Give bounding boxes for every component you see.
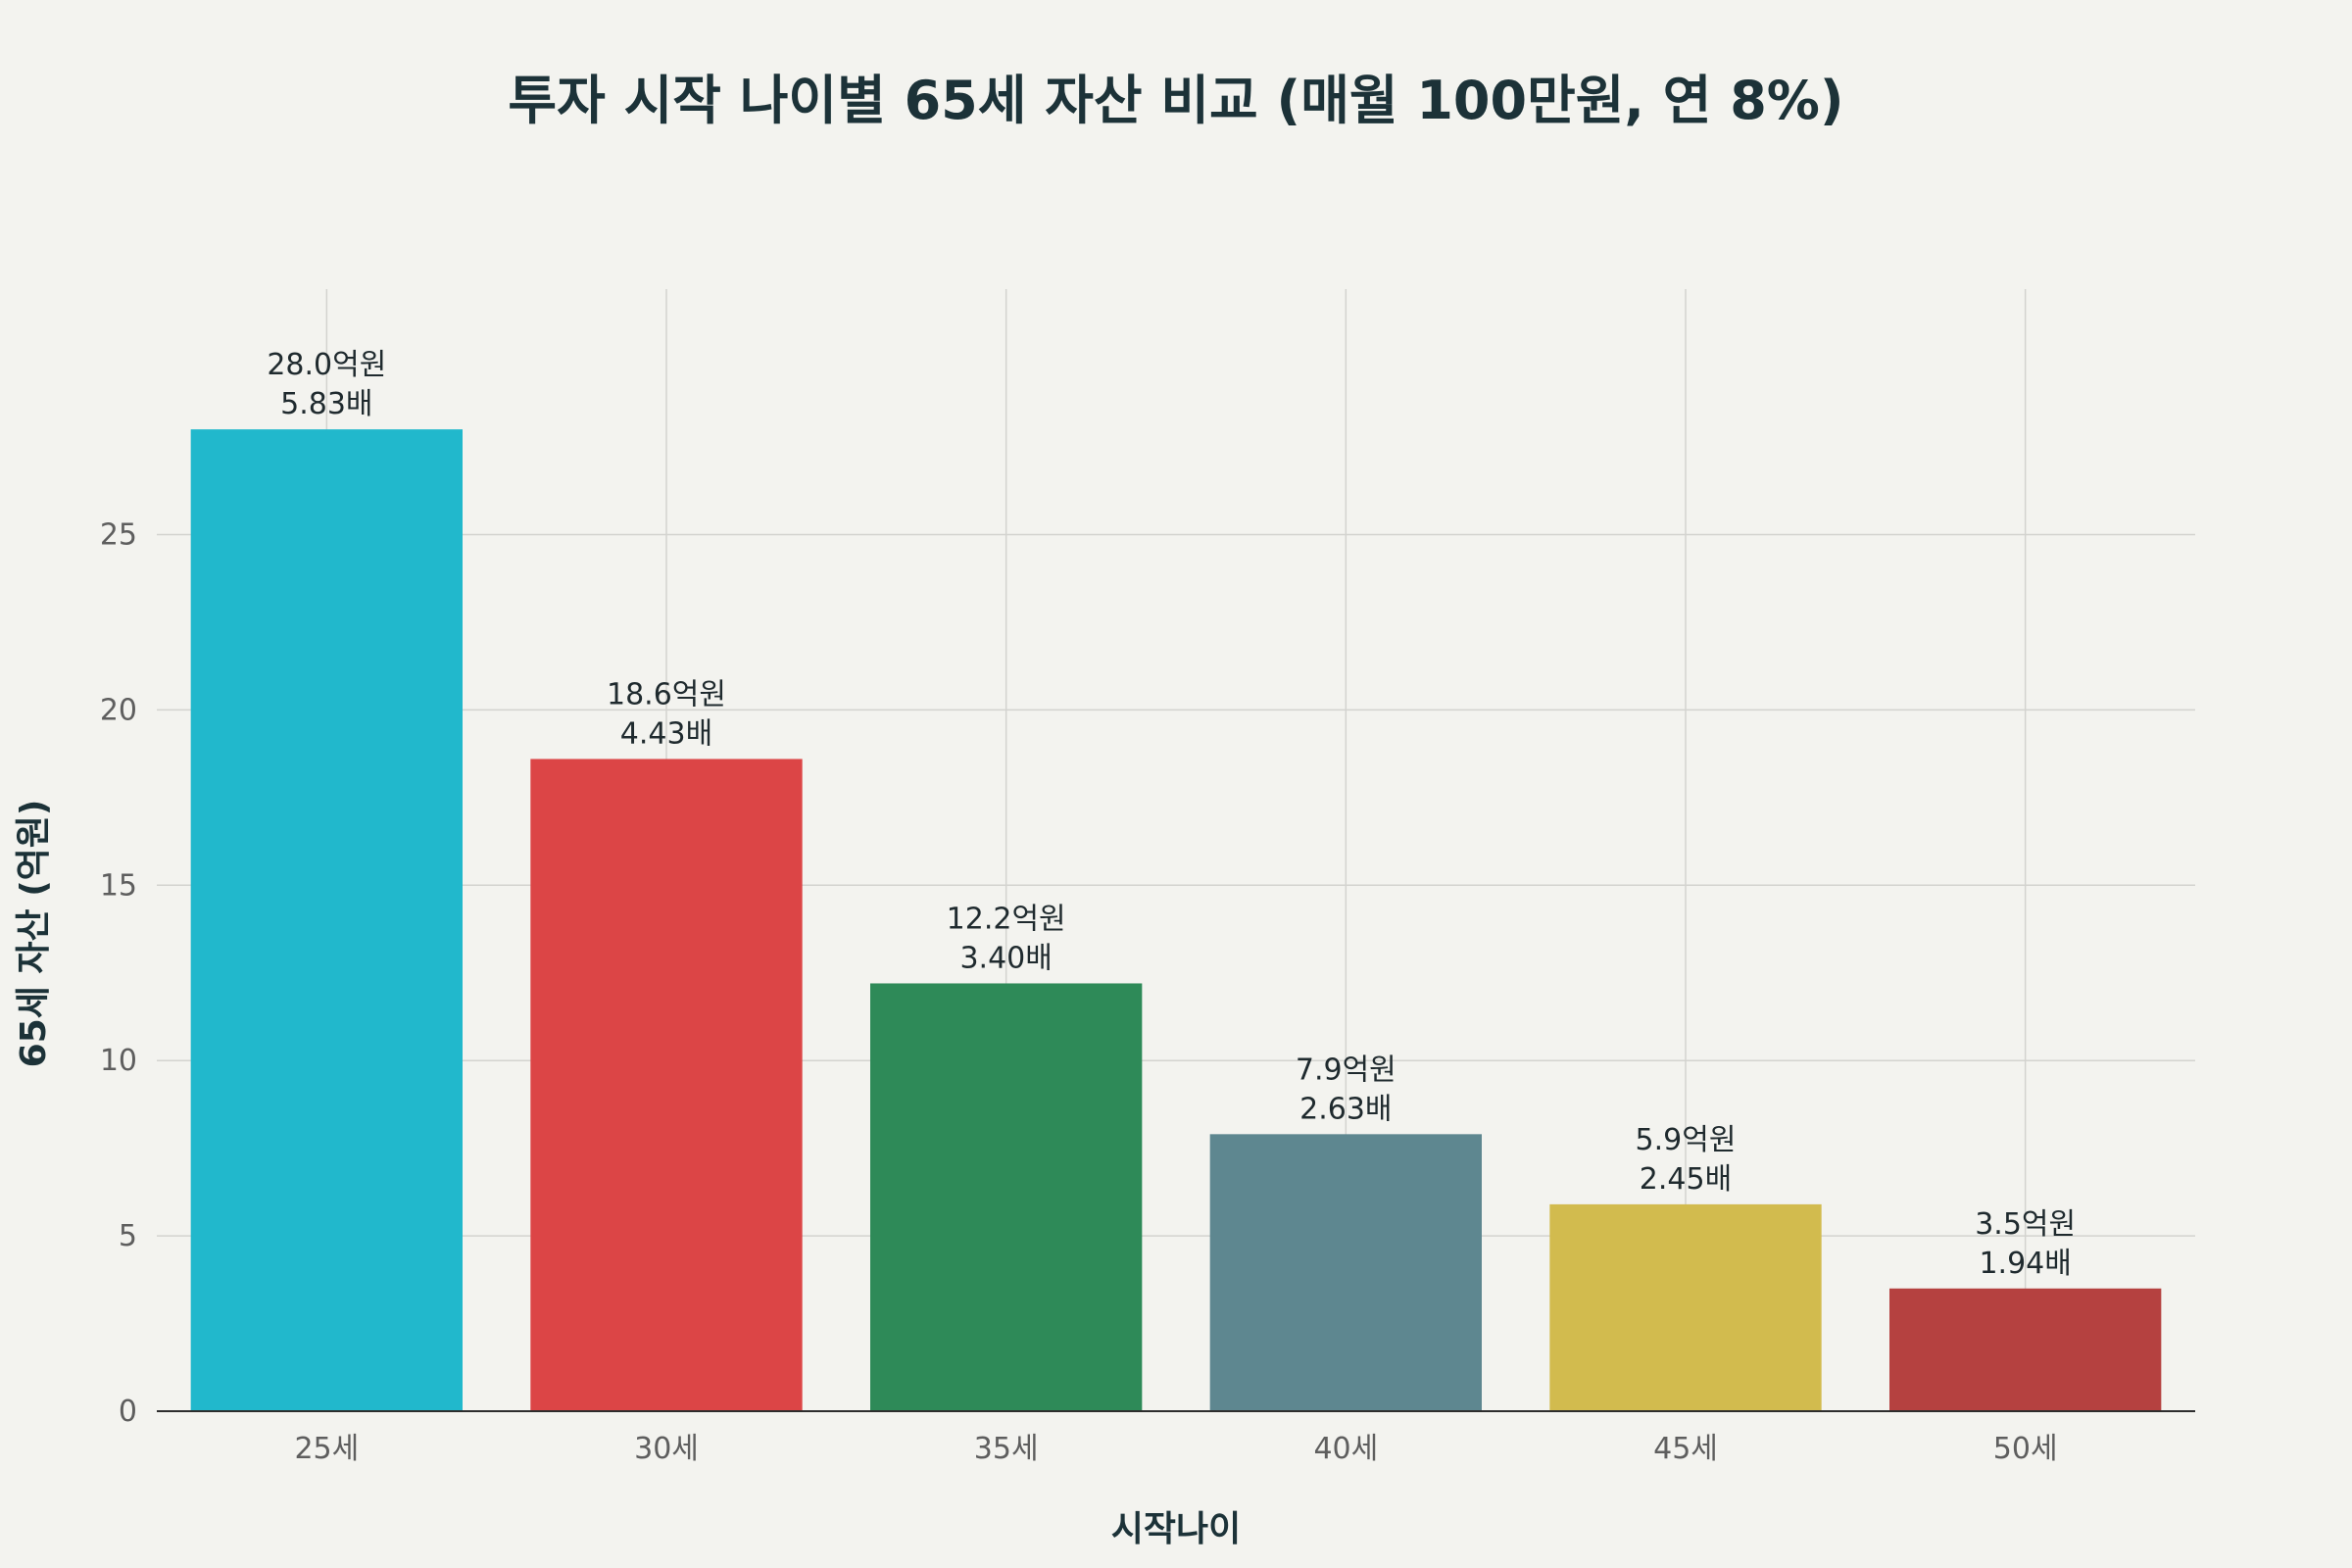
x-tick-label: 35세	[974, 1432, 1039, 1466]
bar	[870, 983, 1143, 1411]
x-axis-title: 시작나이	[1111, 1509, 1241, 1549]
bar-multiplier-label: 2.63배	[1299, 1092, 1392, 1126]
bar-multiplier-label: 1.94배	[1979, 1247, 2071, 1281]
bar	[1549, 1203, 1822, 1411]
x-tick-label: 40세	[1313, 1432, 1378, 1466]
x-tick-label: 30세	[634, 1432, 699, 1466]
x-tick-label: 50세	[1993, 1432, 2058, 1466]
bar	[530, 759, 803, 1411]
bar-multiplier-label: 5.83배	[280, 387, 372, 421]
y-tick-label: 0	[119, 1395, 137, 1429]
y-tick-label: 15	[100, 868, 137, 903]
x-tick-label: 25세	[294, 1432, 359, 1466]
bar-value-label: 28.0억원	[267, 348, 386, 382]
bar-value-label: 12.2억원	[947, 902, 1066, 936]
x-tick-label: 45세	[1653, 1432, 1718, 1466]
bar-multiplier-label: 4.43배	[620, 716, 712, 751]
bar	[1889, 1288, 2162, 1411]
bar-multiplier-label: 3.40배	[959, 941, 1052, 975]
bar-value-label: 3.5억원	[1975, 1207, 2076, 1242]
data-labels-layer: 28.0억원 5.83배 18.6억원 4.43배 12.2억원 3.40배 7.9억원 2.…	[267, 348, 2076, 1281]
bar-value-label: 18.6억원	[607, 677, 726, 711]
bar-value-label: 7.9억원	[1296, 1053, 1396, 1087]
y-tick-label: 25	[100, 517, 137, 552]
y-tick-label: 20	[100, 693, 137, 727]
bar-multiplier-label: 2.45배	[1640, 1162, 1732, 1197]
y-axis-title: 65세 자산 (억원)	[14, 800, 54, 1068]
chart-title: 투자 시작 나이별 65세 자산 비교 (매월 100만원, 연 8%)	[508, 70, 1844, 131]
y-tick-label: 5	[119, 1219, 137, 1253]
bar	[190, 429, 463, 1411]
bar-value-label: 5.9억원	[1636, 1123, 1737, 1157]
bar	[1209, 1134, 1482, 1411]
ticks-layer: 0 5 10 15 20 25 25세 30세 35세 40세 45세 50세	[100, 517, 2058, 1466]
bars-layer	[190, 429, 2162, 1411]
y-tick-label: 10	[100, 1044, 137, 1078]
